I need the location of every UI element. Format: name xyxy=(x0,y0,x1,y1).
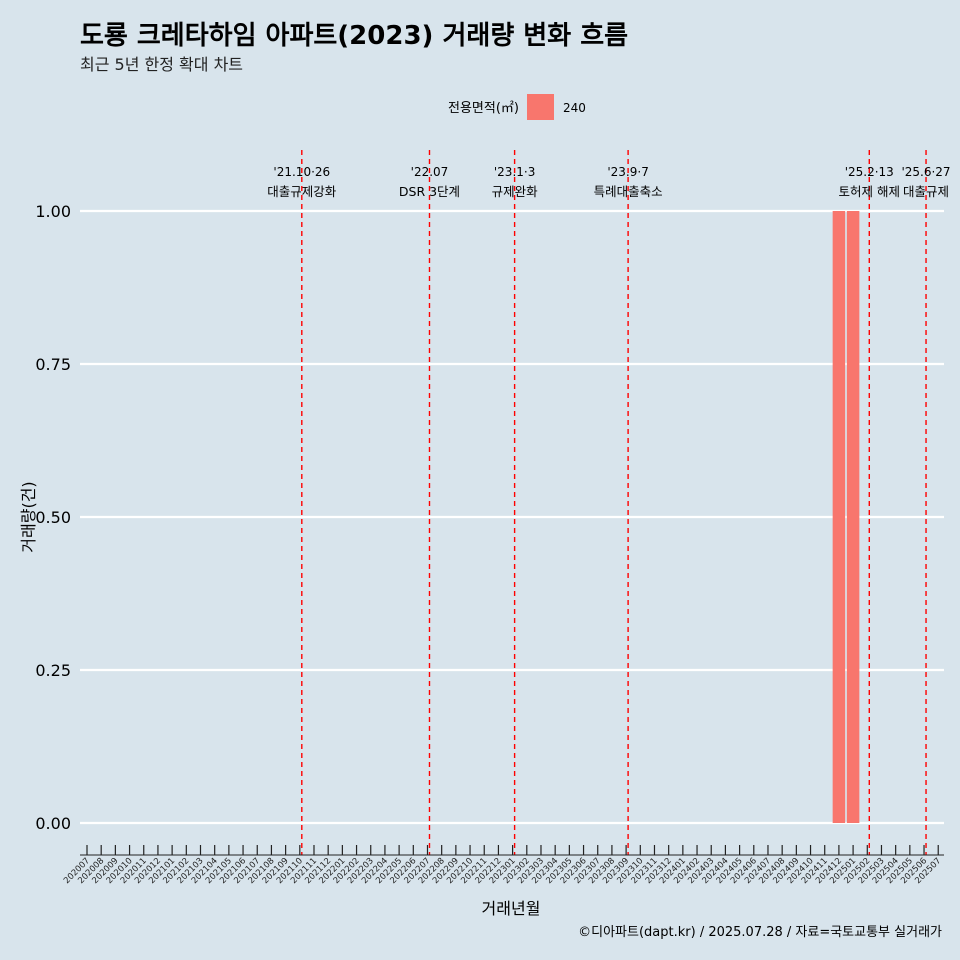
y-tick-label: 0.00 xyxy=(35,814,71,833)
chart-title: 도룡 크레타하임 아파트(2023) 거래량 변화 흐름 xyxy=(80,21,628,51)
event-date: '21.10·26 xyxy=(273,165,330,179)
y-axis-ticks: 0.00 0.25 0.50 0.75 1.00 xyxy=(35,202,71,833)
legend: 전용면적(㎡) 240 xyxy=(448,94,586,120)
y-axis-title: 거래량(건) xyxy=(19,481,38,552)
x-axis-ticks: 2020072020082020092020102020112020122021… xyxy=(62,845,943,886)
y-tick-label: 0.25 xyxy=(35,661,71,680)
event-date: '23.1·3 xyxy=(494,165,535,179)
event-date: '23.9·7 xyxy=(607,165,648,179)
event-date: '25.6·27 xyxy=(901,165,950,179)
event-label: 대출규제 xyxy=(903,184,949,199)
x-axis-title: 거래년월 xyxy=(482,899,541,918)
event-markers: '21.10·26 대출규제강화 '22.07 DSR 3단계 '23.1·3 규제완화 '… xyxy=(267,150,951,855)
legend-swatch-240 xyxy=(527,94,554,120)
event-label: 특례대출축소 xyxy=(594,184,663,199)
event-date: '25.2·13 xyxy=(845,165,894,179)
bars xyxy=(832,211,860,823)
bar xyxy=(832,211,846,823)
event-date: '22.07 xyxy=(411,165,449,179)
y-tick-label: 1.00 xyxy=(35,202,71,221)
event-label: 대출규제강화 xyxy=(267,184,337,199)
legend-title: 전용면적(㎡) xyxy=(448,101,519,116)
y-tick-label: 0.50 xyxy=(35,508,71,527)
y-tick-label: 0.75 xyxy=(35,355,71,374)
legend-label-240: 240 xyxy=(563,101,586,115)
bar xyxy=(846,211,860,823)
chart-subtitle: 최근 5년 한정 확대 차트 xyxy=(80,55,243,74)
caption: ©디아파트(dapt.kr) / 2025.07.28 / 자료=국토교통부 실… xyxy=(578,925,942,940)
event-label: 규제완화 xyxy=(492,184,539,199)
event-label: 토허제 해제 xyxy=(839,184,900,199)
gridlines xyxy=(80,209,944,825)
event-label: DSR 3단계 xyxy=(399,184,460,199)
